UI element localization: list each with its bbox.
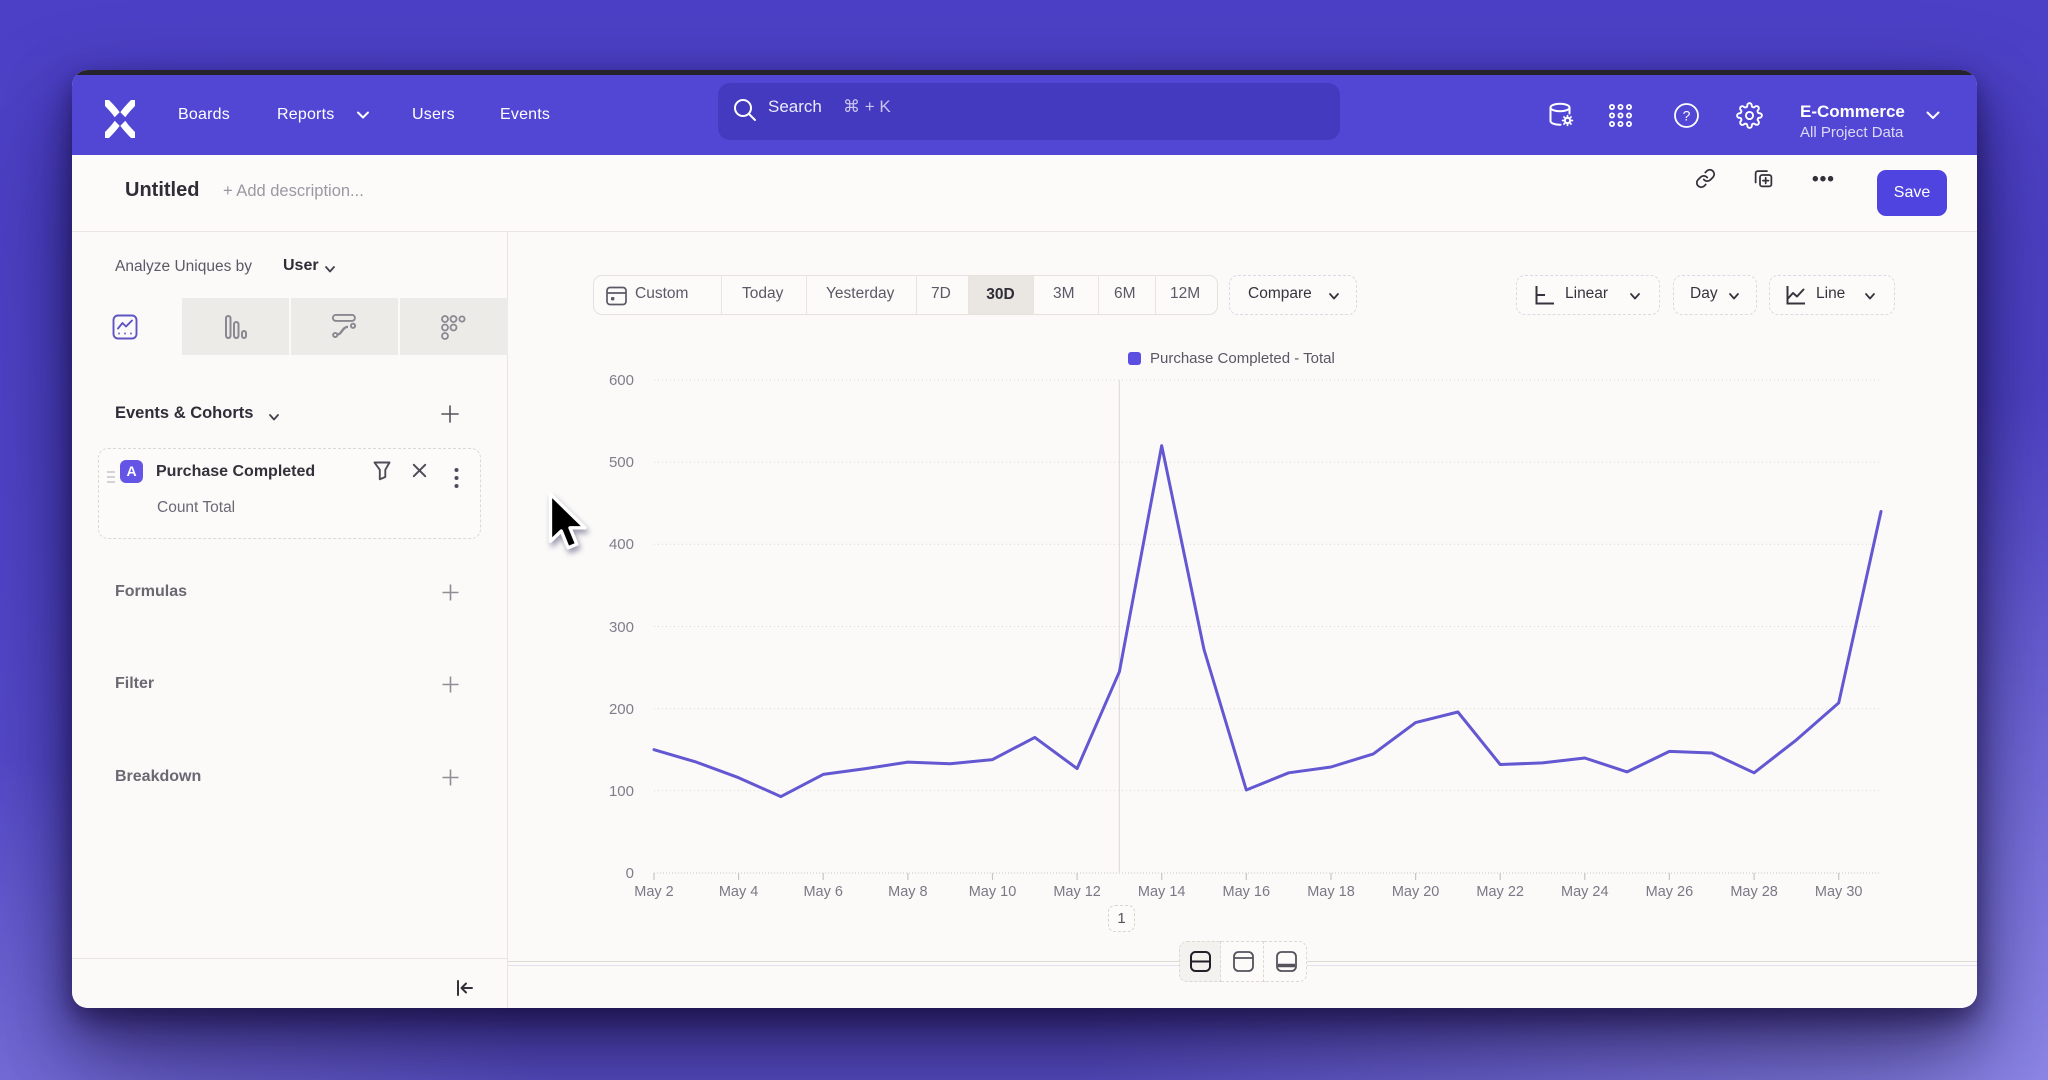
svg-text:May 18: May 18 (1307, 884, 1355, 900)
svg-text:300: 300 (609, 619, 634, 636)
svg-text:May 30: May 30 (1815, 884, 1863, 900)
svg-text:May 16: May 16 (1223, 884, 1271, 900)
svg-text:May 4: May 4 (719, 884, 759, 900)
svg-text:400: 400 (609, 536, 634, 553)
svg-text:May 6: May 6 (803, 884, 843, 900)
svg-text:May 8: May 8 (888, 884, 928, 900)
svg-text:May 28: May 28 (1730, 884, 1778, 900)
svg-text:May 20: May 20 (1392, 884, 1440, 900)
svg-text:May 24: May 24 (1561, 884, 1609, 900)
svg-text:200: 200 (609, 701, 634, 718)
svg-text:May 12: May 12 (1053, 884, 1101, 900)
svg-text:May 26: May 26 (1646, 884, 1694, 900)
svg-text:100: 100 (609, 783, 634, 800)
svg-text:0: 0 (626, 865, 634, 882)
svg-text:May 22: May 22 (1476, 884, 1524, 900)
svg-text:May 10: May 10 (969, 884, 1017, 900)
svg-text:May 2: May 2 (634, 884, 674, 900)
svg-text:500: 500 (609, 454, 634, 471)
svg-text:600: 600 (609, 372, 634, 389)
svg-text:May 14: May 14 (1138, 884, 1186, 900)
svg-text:?: ? (1683, 108, 1691, 124)
